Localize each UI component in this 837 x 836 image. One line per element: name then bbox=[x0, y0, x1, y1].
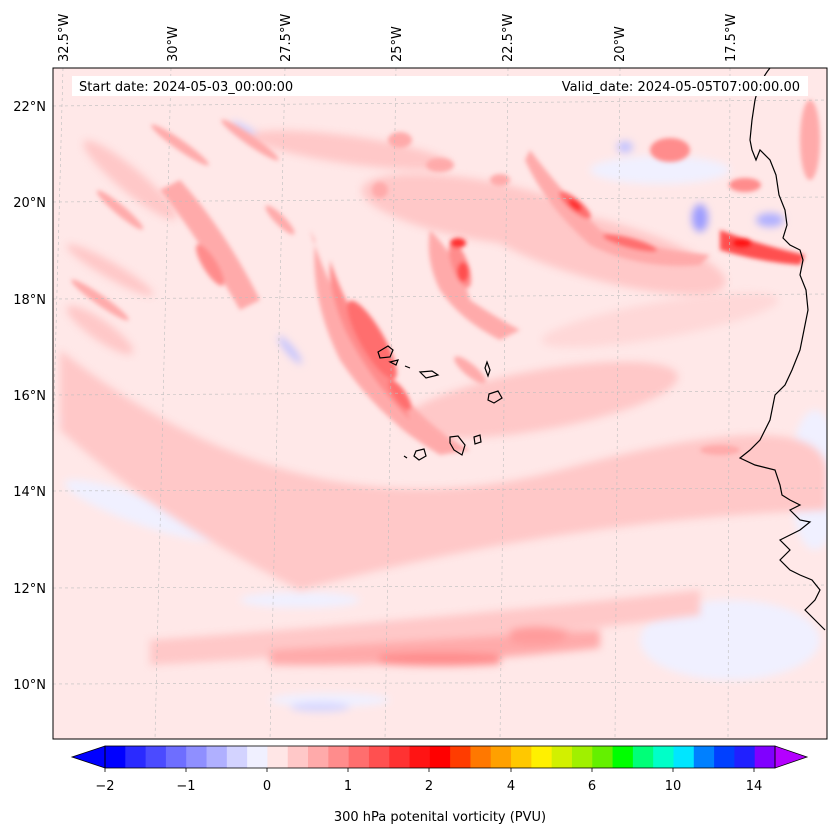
valid-date-label: Valid_date: 2024-05-05T07:00:00.00 bbox=[562, 80, 800, 95]
colorbar-cell bbox=[409, 746, 431, 768]
lon-label-17-5w: 17.5°W bbox=[724, 14, 739, 62]
map-panel bbox=[53, 68, 827, 739]
colorbar-cell bbox=[206, 746, 228, 768]
colorbar-cell bbox=[673, 746, 695, 768]
colorbar-cell bbox=[389, 746, 411, 768]
lat-label-16n: 16°N bbox=[13, 389, 46, 404]
cape-verde-pv-band bbox=[310, 230, 470, 455]
lon-label-32-5w: 32.5°W bbox=[57, 14, 72, 62]
colorbar-ticks bbox=[104, 768, 755, 772]
colorbar-cell bbox=[308, 746, 329, 768]
colorbar-cell bbox=[165, 746, 187, 768]
lat-label-14n: 14°N bbox=[13, 485, 46, 500]
lon-label-25w: 25°W bbox=[390, 26, 405, 62]
header-box bbox=[72, 76, 808, 96]
lon-labels: 32.5°W 30°W 27.5°W 25°W 22.5°W 20°W 17.5… bbox=[57, 14, 739, 62]
cbar-tick-label: 14 bbox=[746, 779, 763, 794]
gridlines bbox=[53, 68, 827, 739]
colorbar-cell bbox=[368, 746, 390, 768]
colorbar-cell bbox=[612, 746, 634, 768]
colorbar-cell bbox=[693, 746, 715, 768]
colorbar-cell bbox=[551, 746, 573, 768]
cbar-tick-label: −1 bbox=[176, 779, 195, 794]
lon-label-30w: 30°W bbox=[166, 26, 181, 62]
lat-label-12n: 12°N bbox=[13, 582, 46, 597]
lon-label-27-5w: 27.5°W bbox=[279, 14, 294, 62]
colorbar-frame bbox=[104, 745, 776, 769]
cbar-tick-label: 1 bbox=[344, 779, 352, 794]
colorbar-cell bbox=[714, 746, 735, 768]
colorbar-cell bbox=[511, 746, 532, 768]
colorbar-extend-min bbox=[70, 745, 106, 769]
colorbar-cells bbox=[105, 746, 776, 768]
colorbar-cell bbox=[267, 746, 289, 768]
lat-label-18n: 18°N bbox=[13, 293, 46, 308]
colorbar-cell bbox=[105, 746, 126, 768]
colorbar-cell bbox=[571, 746, 593, 768]
colorbar-cell bbox=[592, 746, 614, 768]
colorbar-extend-max bbox=[774, 745, 809, 769]
lat-label-20n: 20°N bbox=[13, 196, 46, 211]
lon-label-22-5w: 22.5°W bbox=[501, 14, 516, 62]
cbar-tick-label: 4 bbox=[507, 779, 515, 794]
map-frame bbox=[52, 67, 828, 740]
colorbar-cell bbox=[247, 746, 268, 768]
cbar-tick-label: −2 bbox=[95, 779, 114, 794]
colorbar-cell bbox=[429, 746, 451, 768]
colorbar-cell bbox=[287, 746, 309, 768]
colorbar-cell bbox=[145, 746, 167, 768]
colorbar-cell bbox=[632, 746, 654, 768]
start-date-label: Start date: 2024-05-03_00:00:00 bbox=[79, 80, 293, 95]
colorbar-cell bbox=[125, 746, 147, 768]
cbar-tick-label: 2 bbox=[425, 779, 433, 794]
cbar-tick-label: 6 bbox=[588, 779, 596, 794]
lat-label-22n: 22°N bbox=[13, 100, 46, 115]
coastline bbox=[738, 68, 826, 631]
colorbar-cell bbox=[186, 746, 208, 768]
colorbar-label: 300 hPa potenital vorticity (PVU) bbox=[334, 810, 546, 825]
colorbar: −2 −1 0 1 2 4 6 10 14 300 hPa potenital … bbox=[70, 745, 809, 825]
colorbar-cell bbox=[328, 746, 350, 768]
colorbar-cell bbox=[653, 746, 674, 768]
lat-label-10n: 10°N bbox=[13, 678, 46, 693]
colorbar-cell bbox=[734, 746, 756, 768]
northern-pv-maxima bbox=[372, 100, 820, 455]
moderate-pv-bands bbox=[60, 130, 827, 666]
colorbar-cell bbox=[348, 746, 370, 768]
colorbar-cell bbox=[450, 746, 471, 768]
colorbar-cell bbox=[470, 746, 492, 768]
cbar-tick-label: 0 bbox=[263, 779, 271, 794]
colorbar-cell bbox=[490, 746, 512, 768]
lon-label-20w: 20°W bbox=[613, 26, 628, 62]
diagonal-pv-bands bbox=[71, 119, 295, 321]
cbar-tick-label: 10 bbox=[665, 779, 682, 794]
lat-labels: 22°N 20°N 18°N 16°N 14°N 12°N 10°N bbox=[13, 100, 46, 693]
colorbar-cell bbox=[226, 746, 248, 768]
colorbar-cell bbox=[754, 746, 776, 768]
cape-verde-islands bbox=[377, 345, 503, 461]
colorbar-cell bbox=[531, 746, 553, 768]
